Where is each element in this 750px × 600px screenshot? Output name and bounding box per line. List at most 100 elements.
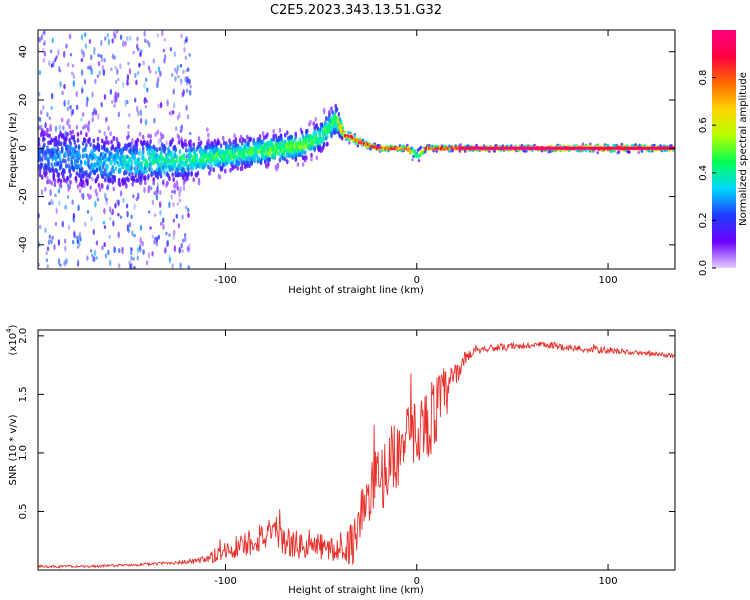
noise-blob (76, 104, 79, 111)
spectral-cell (361, 138, 365, 142)
spectral-cell (143, 157, 146, 162)
noise-blob (127, 81, 130, 86)
y-tick-label: 20 (18, 94, 29, 107)
noise-blob (38, 70, 42, 76)
spectral-cell (322, 141, 326, 147)
spectral-cell (98, 187, 102, 192)
spectral-cell (105, 169, 108, 174)
colorbar: 0.0 0.2 0.4 0.6 0.8 Normalized spectral ampl… (698, 30, 749, 276)
spectral-cell (423, 150, 427, 154)
spectral-cell (150, 167, 153, 172)
spectral-cell (57, 172, 61, 178)
noise-blob (111, 53, 115, 60)
colorbar-tick-label: 0.6 (698, 117, 709, 133)
snr-plot-area (38, 330, 675, 570)
noise-blob (162, 223, 165, 228)
spectral-cell (130, 165, 133, 171)
spectral-cell (112, 169, 116, 174)
carrier-segment (585, 146, 592, 150)
y-tick-label: -20 (18, 188, 29, 204)
spectral-cell (53, 142, 57, 148)
noise-blob (91, 91, 94, 98)
noise-blob (68, 33, 72, 40)
noise-blob (157, 138, 160, 145)
noise-blob (143, 82, 146, 89)
spectral-cell (199, 140, 203, 146)
spectral-cell (239, 134, 243, 140)
spectral-cell (232, 159, 235, 165)
carrier-segment (470, 146, 477, 150)
snr-panel: -100 0 100 0.5 1.0 1.5 2.0 Height of straight … (5, 324, 676, 596)
spectral-cell (46, 179, 49, 185)
noise-blob (149, 69, 152, 74)
spectral-cell (111, 165, 114, 170)
noise-blob (126, 210, 129, 218)
spectrogram-ticks: -100 0 100 -40 -20 0 20 40 (18, 30, 675, 286)
spectral-cell (118, 182, 122, 188)
spectral-cell (147, 187, 150, 192)
spectral-cell (187, 171, 190, 176)
spectral-cell (232, 139, 235, 145)
noise-blob (159, 190, 162, 196)
noise-blob (72, 74, 76, 80)
spectral-cell (249, 136, 252, 142)
noise-blob (117, 77, 120, 82)
noise-blob (80, 58, 84, 63)
noise-blob (119, 215, 123, 219)
spectral-cell (246, 163, 249, 169)
spectral-cell (85, 123, 88, 129)
noise-blob (122, 81, 125, 89)
spectral-cell (78, 153, 82, 159)
noise-blob (91, 176, 94, 182)
spectral-cell (56, 161, 60, 167)
spectral-cell (549, 149, 552, 153)
spectral-cell (105, 139, 108, 145)
noise-blob (127, 61, 130, 66)
noise-blob (48, 201, 51, 206)
spectral-cell (110, 159, 113, 165)
carrier-segment (648, 146, 655, 150)
noise-blob (50, 106, 53, 110)
noise-blob (121, 248, 124, 255)
noise-blob (182, 69, 185, 75)
spectral-cell (196, 170, 200, 176)
noise-blob (163, 247, 167, 254)
spectral-cell (617, 150, 621, 154)
noise-blob (119, 34, 123, 40)
spectral-cell (43, 136, 46, 142)
spectral-cell (106, 165, 109, 170)
spectral-cell (55, 168, 59, 174)
carrier-segment (579, 146, 586, 150)
noise-blob (188, 52, 191, 57)
noise-blob (172, 218, 175, 223)
noise-blob (172, 110, 175, 115)
noise-blob (170, 194, 173, 200)
noise-blob (169, 109, 173, 117)
spectral-cell (109, 177, 112, 183)
noise-blob (86, 209, 90, 214)
spectral-cell (86, 173, 89, 178)
spectral-cell (154, 132, 158, 137)
noise-blob (96, 197, 100, 202)
spectral-cell (59, 178, 63, 184)
noise-blob (150, 186, 153, 191)
spectral-cell (89, 142, 92, 147)
spectral-cell (283, 156, 287, 162)
noise-blob (54, 125, 58, 132)
spectral-cell (67, 118, 70, 124)
spectral-cell (87, 159, 90, 164)
noise-blob (59, 263, 62, 267)
noise-blob (42, 47, 45, 53)
noise-blob (127, 131, 130, 135)
noise-blob (172, 88, 175, 95)
noise-blob (144, 105, 147, 109)
noise-blob (112, 220, 115, 227)
spectral-cell (81, 141, 85, 146)
noise-blob (159, 101, 163, 109)
noise-blob (47, 239, 51, 246)
noise-blob (142, 249, 145, 255)
spectral-cell (335, 107, 339, 112)
spectral-cell (86, 178, 89, 184)
spectral-cell (229, 167, 232, 173)
noise-blob (133, 234, 136, 238)
